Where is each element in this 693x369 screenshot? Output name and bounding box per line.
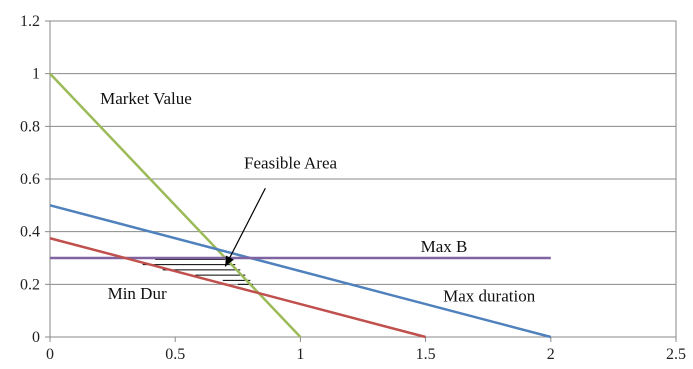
x-tick-label: 2: [547, 346, 555, 363]
series-line: [49, 237, 426, 339]
grid-layer: 0 0.2 0.4 0.6 0.8 1 1.2 0 0.5 1 1.5 2 2.5: [20, 13, 686, 363]
x-tick-label: 1: [296, 346, 304, 363]
annotation-market-value: Market Value: [100, 89, 192, 108]
x-tick-label: 1.5: [416, 346, 436, 363]
label-layer: Market Value Feasible Area Max B Min Dur Max…: [100, 89, 536, 306]
annotation-max-duration: Max duration: [443, 286, 536, 305]
y-tick-label: 0: [32, 329, 40, 346]
series-line: [49, 72, 302, 338]
annotation-min-dur: Min Dur: [108, 284, 167, 303]
series-layer: [49, 72, 552, 339]
annotation-feasible-area: Feasible Area: [244, 153, 337, 172]
y-tick-label: 0.8: [20, 118, 40, 135]
x-tick-label: 2.5: [666, 346, 686, 363]
feasible-area-hatching: [142, 258, 253, 285]
y-tick-label: 0.4: [20, 224, 40, 241]
y-tick-label: 0.6: [20, 171, 40, 188]
annotation-max-b: Max B: [421, 237, 468, 256]
y-tick-label: 0.2: [20, 276, 40, 293]
x-tick-label: 0: [46, 346, 54, 363]
y-tick-label: 1: [32, 66, 40, 83]
annotation-arrow-shaft: [224, 187, 266, 267]
series-line: [49, 204, 552, 339]
y-tick-label: 1.2: [20, 13, 40, 30]
annotation-arrow-head: [225, 255, 234, 267]
x-tick-label: 0.5: [165, 346, 185, 363]
arrow-layer: [224, 187, 266, 267]
